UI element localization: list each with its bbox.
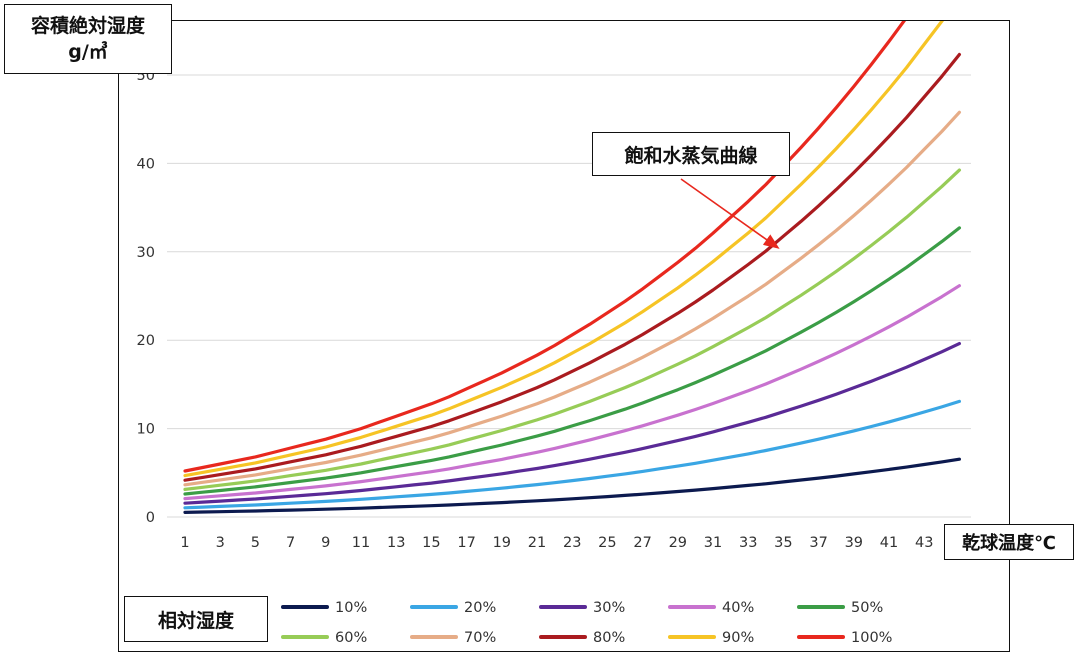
series-line-80pct [183, 52, 962, 482]
series-line-100pct [183, 21, 907, 473]
legend-label-60pct: 60% [335, 630, 367, 646]
x-tick-31: 31 [704, 535, 722, 551]
legend-label-30pct: 30% [593, 600, 625, 616]
legend-label-80pct: 80% [593, 630, 625, 646]
y-tick-40: 40 [137, 156, 155, 172]
series-lines [183, 21, 962, 514]
x-tick-17: 17 [457, 535, 475, 551]
x-tick-41: 41 [880, 535, 898, 551]
x-axis-label: 乾球温度℃ [944, 524, 1074, 560]
x-tick-35: 35 [774, 535, 792, 551]
series-line-50pct [183, 226, 962, 496]
series-line-70pct [183, 110, 962, 487]
legend-label-100pct: 100% [851, 630, 892, 646]
x-tick-5: 5 [251, 535, 260, 551]
chart-frame: 0 10 20 30 40 50 1 3 5 7 9 11 13 15 17 19 21 23 25 27 29 31 3… [118, 20, 1010, 652]
legend-label-20pct: 20% [464, 600, 496, 616]
y-tick-20: 20 [137, 333, 155, 349]
legend-label-10pct: 10% [335, 600, 367, 616]
x-tick-21: 21 [528, 535, 546, 551]
y-tick-0: 0 [146, 510, 155, 526]
series-line-40pct [183, 284, 962, 501]
y-axis-label-line1: 容積絶対湿度 [30, 15, 145, 37]
x-tick-13: 13 [387, 535, 405, 551]
y-tick-30: 30 [137, 245, 155, 261]
legend-label-40pct: 40% [722, 600, 754, 616]
x-tick-25: 25 [598, 535, 616, 551]
legend-label-70pct: 70% [464, 630, 496, 646]
x-tick-39: 39 [845, 535, 863, 551]
legend-title-text: 相対湿度 [157, 609, 234, 632]
x-tick-19: 19 [493, 535, 511, 551]
y-tick-10: 10 [137, 422, 155, 438]
annotation-text: 飽和水蒸気曲線 [624, 144, 758, 167]
x-tick-37: 37 [809, 535, 827, 551]
x-axis-label-text: 乾球温度℃ [962, 533, 1056, 554]
x-tick-3: 3 [216, 535, 225, 551]
legend-title: 相対湿度 [124, 596, 268, 642]
series-line-10pct [183, 457, 962, 514]
annotation-box: 飽和水蒸気曲線 [592, 132, 790, 176]
x-tick-15: 15 [422, 535, 440, 551]
x-axis-ticks: 1 3 5 7 9 11 13 15 17 19 21 23 25 27 29 31 33 35 37 39 41 43 [180, 535, 933, 551]
x-tick-43: 43 [915, 535, 933, 551]
x-tick-27: 27 [633, 535, 651, 551]
y-axis-label-line2: g/㎥ [68, 41, 108, 63]
legend: 10% 20% 30% 40% 50% 60% 70% 80% 90% 100% [281, 600, 892, 646]
x-tick-9: 9 [321, 535, 330, 551]
annotation-arrow [680, 178, 780, 249]
x-tick-23: 23 [563, 535, 581, 551]
x-tick-1: 1 [180, 535, 189, 551]
series-line-30pct [183, 342, 962, 505]
x-tick-33: 33 [739, 535, 757, 551]
series-line-90pct [183, 21, 944, 478]
annotation-arrow-line [680, 178, 780, 249]
x-tick-29: 29 [669, 535, 687, 551]
series-line-60pct [183, 168, 962, 491]
y-axis-label: 容積絶対湿度 g/㎥ [4, 4, 172, 74]
x-tick-11: 11 [352, 535, 370, 551]
x-tick-7: 7 [286, 535, 295, 551]
legend-label-90pct: 90% [722, 630, 754, 646]
legend-label-50pct: 50% [851, 600, 883, 616]
series-line-20pct [183, 399, 962, 510]
gridlines [167, 74, 971, 518]
